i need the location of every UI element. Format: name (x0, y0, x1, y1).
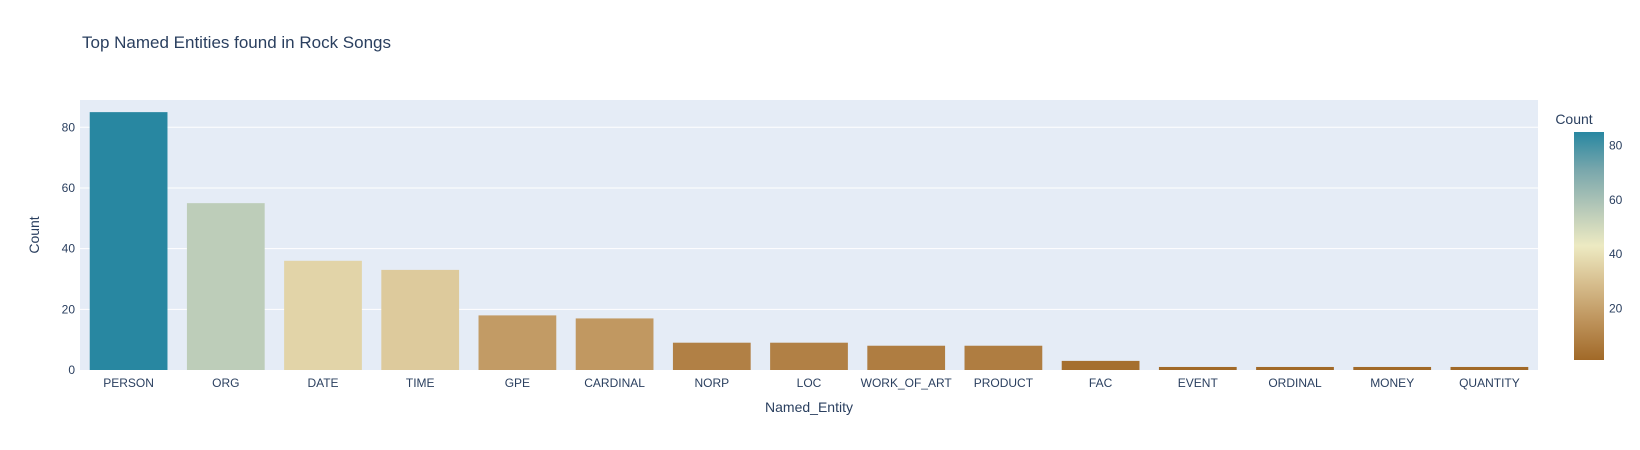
bar-money[interactable] (1353, 366, 1432, 370)
x-tick-label: CARDINAL (584, 376, 645, 390)
colorbar-tick-label: 60 (1609, 193, 1623, 207)
bar-ordinal[interactable] (1256, 366, 1334, 370)
x-axis-tick-labels: PERSON ORG DATE TIME GPE CARDINAL NORP LOC WORK_… (103, 376, 1519, 390)
x-tick-label: EVENT (1178, 376, 1219, 390)
y-tick-label: 0 (68, 363, 75, 377)
y-tick-label: 20 (62, 302, 76, 316)
bar-org[interactable] (186, 203, 265, 370)
x-tick-label: ORG (212, 376, 239, 390)
bar-fac[interactable] (1061, 360, 1140, 370)
y-axis-tick-labels: 0 20 40 60 80 (62, 120, 76, 377)
bar-cardinal[interactable] (575, 318, 654, 370)
bar-gpe[interactable] (478, 315, 557, 370)
colorbar-title: Count (1555, 111, 1592, 127)
x-tick-label: ORDINAL (1268, 376, 1322, 390)
x-tick-label: QUANTITY (1459, 376, 1520, 390)
bar-person[interactable] (89, 112, 168, 371)
y-tick-label: 60 (62, 181, 76, 195)
x-tick-label: PRODUCT (974, 376, 1034, 390)
bar-product[interactable] (964, 345, 1043, 370)
chart-title: Top Named Entities found in Rock Songs (82, 33, 391, 52)
x-tick-label: WORK_OF_ART (861, 376, 953, 390)
bar-time[interactable] (381, 269, 460, 370)
x-tick-label: FAC (1089, 376, 1113, 390)
x-tick-label: TIME (406, 376, 435, 390)
bars (89, 112, 1529, 371)
x-tick-label: LOC (797, 376, 822, 390)
bar-work-of-art[interactable] (867, 345, 946, 370)
x-tick-label: GPE (505, 376, 530, 390)
colorbar-tick-label: 20 (1609, 301, 1623, 315)
colorbar-tick-label: 40 (1609, 247, 1623, 261)
y-tick-label: 80 (62, 120, 76, 134)
bar-event[interactable] (1158, 366, 1237, 370)
bar-quantity[interactable] (1450, 366, 1529, 370)
x-tick-label: PERSON (103, 376, 154, 390)
bar-norp[interactable] (672, 342, 751, 370)
colorbar-tick-label: 80 (1609, 139, 1623, 153)
x-tick-label: DATE (307, 376, 338, 390)
x-axis-title: Named_Entity (765, 399, 853, 415)
bar-date[interactable] (284, 260, 362, 370)
x-tick-label: MONEY (1370, 376, 1414, 390)
bar-loc[interactable] (770, 342, 848, 370)
y-axis-title: Count (26, 216, 42, 253)
x-tick-label: NORP (694, 376, 729, 390)
y-tick-label: 40 (62, 242, 76, 256)
colorbar (1574, 132, 1604, 360)
colorbar-tick-labels: 20 40 60 80 (1609, 139, 1623, 316)
